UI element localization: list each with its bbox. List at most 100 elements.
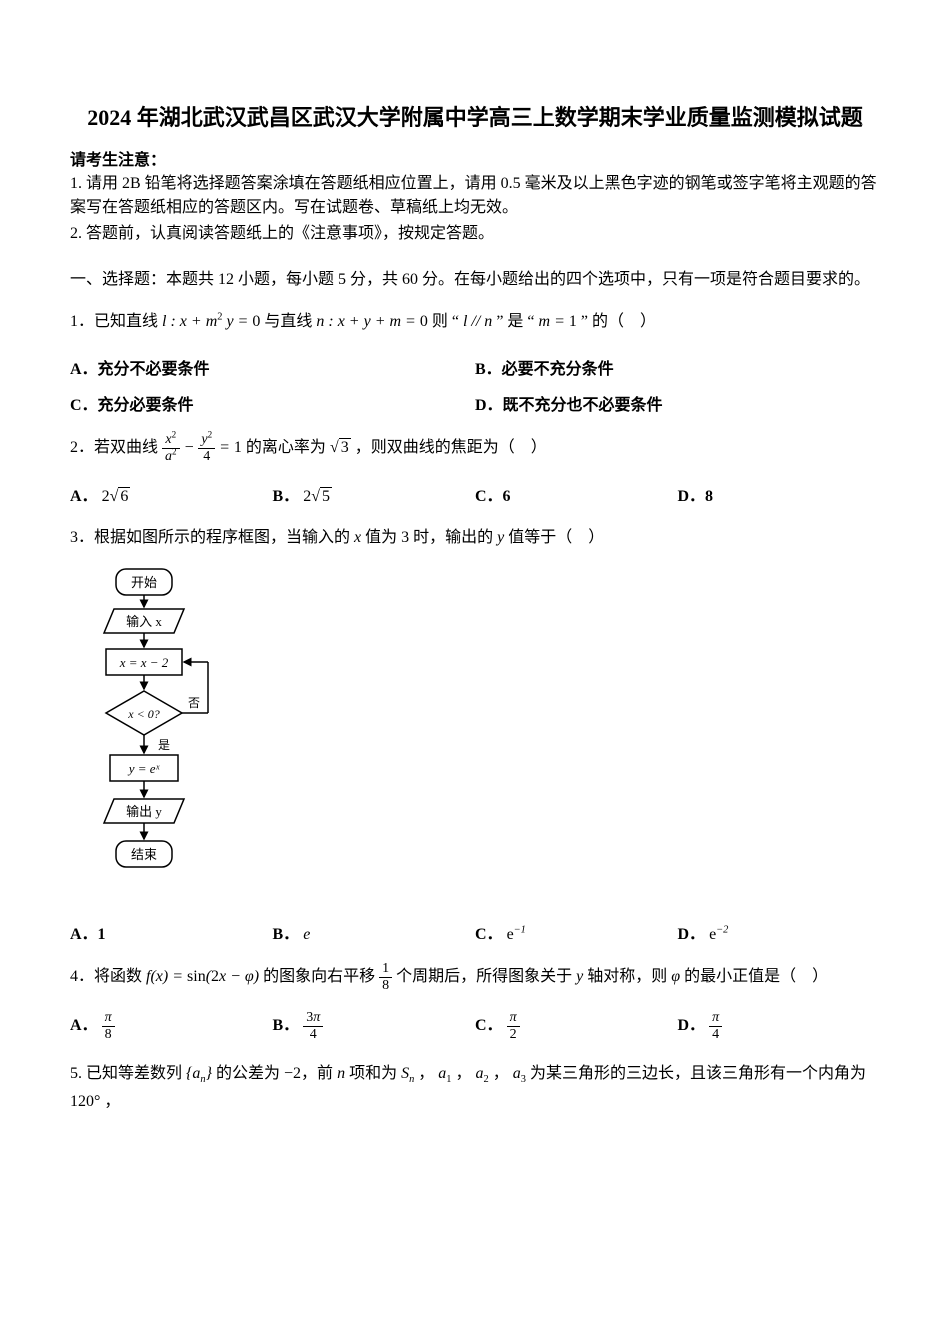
q5-text-pre: 5. 已知等差数列 (70, 1065, 186, 1082)
notice-line-2: 2. 答题前，认真阅读答题纸上的《注意事项》，按规定答题。 (70, 222, 880, 246)
q1-line-l: l : x + m2 y = 0 (162, 313, 260, 330)
q4-text-mid2: 个周期后，所得图象关于 (396, 968, 576, 985)
q4-text-pre: 4．将函数 (70, 968, 146, 985)
notice-line-1: 1. 请用 2B 铅笔将选择题答案涂填在答题纸相应位置上，请用 0.5 毫米及以… (70, 172, 880, 220)
q3-x: x (354, 529, 361, 546)
q2-text-post: ，则双曲线的焦距为（ ） (355, 439, 547, 456)
q5-text-mid3: ， (418, 1065, 434, 1082)
flow-cond: x < 0? (127, 707, 159, 721)
q3-D-label: D． (678, 926, 706, 943)
q2-option-C: C．6 (475, 482, 678, 506)
q3-option-D: D． e−2 (678, 920, 881, 944)
q1-cond-parallel: l // n (463, 313, 492, 330)
q5-an: {an} (186, 1065, 212, 1082)
q1-options-2: C．充分必要条件 D．既不充分也不必要条件 (70, 391, 880, 415)
q2-B-label: B． (273, 488, 300, 505)
q2-A-val: 2 (102, 488, 110, 505)
q3-B-label: B． (273, 926, 300, 943)
q5-text-mid2: 项和为 (349, 1065, 401, 1082)
q3-option-A: A．1 (70, 920, 273, 944)
exam-title: 2024 年湖北武汉武昌区武汉大学附属中学高三上数学期末学业质量监测模拟试题 (70, 100, 880, 132)
q5-text-mid5: ， (493, 1065, 509, 1082)
question-2: 2．若双曲线 x2 a2 − y2 4 = 1 的离心率为 √3 ，则双曲线的焦… (70, 433, 880, 464)
q2-option-B: B． 2√5 (273, 482, 476, 506)
question-3: 3．根据如图所示的程序框图，当输入的 x 值为 3 时，输出的 y 值等于（ ） (70, 524, 880, 553)
q3-C-val: e−1 (507, 926, 526, 943)
q4-phi: φ (671, 968, 680, 985)
q4-B-frac: 3π4 (303, 1011, 323, 1042)
q1-text-mid3: ” 是 “ (496, 313, 534, 330)
q3-text-post: 值等于（ ） (508, 529, 604, 546)
q2-eq1: = 1 (219, 439, 242, 456)
q2-B-sqrt: √5 (311, 487, 332, 505)
q2-option-A: A． 2√6 (70, 482, 273, 506)
q4-C-frac: π2 (507, 1011, 520, 1042)
flowchart-svg: 开始 输入 x x = x − 2 x < 0? 否 是 y = eˣ (96, 567, 236, 897)
q1-cond-m: m = 1 (539, 313, 577, 330)
flow-output: 输出 y (126, 804, 162, 819)
q3-text-mid: 值为 3 时，输出的 (365, 529, 497, 546)
q2-text-pre: 2．若双曲线 (70, 439, 162, 456)
q4-text-mid3: 轴对称，则 (587, 968, 671, 985)
q5-text-mid1: 的公差为 −2，前 (216, 1065, 337, 1082)
q4-option-D: D． π4 (678, 1011, 881, 1042)
q2-sqrt3: √3 (330, 438, 351, 456)
q2-frac2: y2 4 (198, 433, 215, 464)
q4-text-post: 的最小正值是（ ） (684, 968, 828, 985)
question-4: 4．将函数 f(x) = sin(2x − φ) 的图象向右平移 1 8 个周期… (70, 962, 880, 993)
section-1-desc: 一、选择题：本题共 12 小题，每小题 5 分，共 60 分。在每小题给出的四个… (70, 268, 880, 292)
q3-text-pre: 3．根据如图所示的程序框图，当输入的 (70, 529, 354, 546)
q4-text-mid1: 的图象向右平移 (263, 968, 379, 985)
q1-option-B: B．必要不充分条件 (475, 355, 880, 379)
q2-frac1: x2 a2 (162, 433, 180, 464)
q2-B-val: 2 (303, 488, 311, 505)
q4-C-label: C． (475, 1017, 503, 1034)
q2-A-sqrt: √6 (110, 487, 131, 505)
q1-option-A: A．充分不必要条件 (70, 355, 475, 379)
flow-no: 否 (188, 696, 200, 710)
q4-option-C: C． π2 (475, 1011, 678, 1042)
q4-A-label: A． (70, 1017, 98, 1034)
q5-n: n (337, 1065, 345, 1082)
q4-D-label: D． (678, 1017, 706, 1034)
q2-minus: − (184, 439, 199, 456)
q4-frac: 1 8 (379, 962, 392, 993)
q2-options: A． 2√6 B． 2√5 C．6 D．8 (70, 482, 880, 506)
q4-D-frac: π4 (709, 1011, 722, 1042)
question-5: 5. 已知等差数列 {an} 的公差为 −2，前 n 项和为 Sn ， a1 ，… (70, 1060, 880, 1118)
flow-yes: 是 (158, 738, 170, 752)
flow-start: 开始 (131, 575, 157, 590)
q1-options: A．充分不必要条件 B．必要不充分条件 (70, 355, 880, 379)
q2-option-D: D．8 (678, 482, 881, 506)
q4-fx: f(x) = sin(2x − φ) (146, 968, 259, 985)
q4-A-frac: π8 (102, 1011, 115, 1042)
q2-text-mid: 的离心率为 (246, 439, 330, 456)
q3-D-val: e−2 (709, 926, 728, 943)
q4-B-label: B． (273, 1017, 300, 1034)
q1-text-pre: 1．已知直线 (70, 313, 162, 330)
q5-text-mid6: 为某三角形的三边长，且该三角形有一个内角为 (530, 1065, 866, 1082)
q5-Sn: Sn (401, 1065, 414, 1082)
q3-option-C: C． e−1 (475, 920, 678, 944)
q5-text-post: ， (104, 1093, 120, 1110)
q1-text-mid1: 与直线 (264, 313, 316, 330)
q1-option-C: C．充分必要条件 (70, 391, 475, 415)
q1-option-D: D．既不充分也不必要条件 (475, 391, 880, 415)
q1-line-n: n : x + y + m = 0 (316, 313, 427, 330)
flowchart: 开始 输入 x x = x − 2 x < 0? 否 是 y = eˣ (96, 567, 880, 902)
q1-text-mid2: 则 “ (432, 313, 459, 330)
q3-option-B: B． e (273, 920, 476, 944)
q5-angle: 120° (70, 1093, 100, 1110)
notice-header: 请考生注意： (70, 146, 880, 170)
q2-A-label: A． (70, 488, 98, 505)
q1-text-post: ” 的（ ） (581, 313, 656, 330)
q4-option-A: A． π8 (70, 1011, 273, 1042)
flow-assign2: y = eˣ (127, 761, 160, 776)
q4-option-B: B． 3π4 (273, 1011, 476, 1042)
q3-options: A．1 B． e C． e−1 D． e−2 (70, 920, 880, 944)
q5-a1: a1 (438, 1065, 451, 1082)
q5-a3: a3 (513, 1065, 526, 1082)
q5-text-mid4: ， (456, 1065, 472, 1082)
q5-a2: a2 (476, 1065, 489, 1082)
flow-input: 输入 x (126, 614, 162, 629)
